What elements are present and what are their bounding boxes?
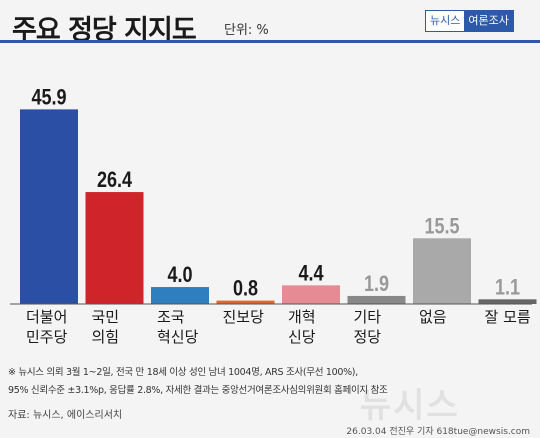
bar-2 [151,287,209,304]
header-divider [0,40,540,43]
category-label-0-1: 민주당 [26,328,68,346]
bar-0 [20,109,78,304]
category-label-2-1: 혁신당 [157,328,199,346]
brand-category: 여론조사 [464,11,513,31]
value-label-3: 0.8 [233,277,258,301]
category-label-5-0: 기타 [354,308,382,326]
brand-name: 뉴시스 [426,11,465,31]
bar-1 [85,192,144,304]
category-label-5-1: 정당 [354,328,382,346]
credit-text: 26.03.04 전진우 기자 618tue@newsis.com [346,427,530,437]
category-label-7-0: 잘 모름 [485,308,531,326]
source-text: 자료: 뉴시스, 에이스리서치 [8,410,123,421]
value-label-4: 4.4 [298,262,324,286]
footnote-line-2: 95% 신뢰수준 ±3.1%p, 응답률 2.8%, 자세한 결과는 중앙선거여… [8,385,388,396]
value-label-2: 4.0 [167,263,192,287]
category-label-4-0: 개혁 [288,308,316,326]
category-label-1-1: 의힘 [92,328,120,346]
value-label-7: 1.1 [495,276,520,300]
bar-3 [216,300,275,304]
bar-4 [282,285,340,304]
bar-5 [347,295,406,304]
value-label-6: 15.5 [424,215,459,239]
category-label-0-0: 더불어 [26,308,67,326]
bar-6 [413,238,471,304]
watermark-logo: 뉴시스 [360,386,460,426]
unit-label: 단위: % [224,23,269,38]
bar-7 [478,299,537,304]
category-label-3-0: 진보당 [223,308,265,326]
category-label-2-0: 조국 [157,308,185,326]
value-label-0: 45.9 [31,86,66,110]
footnote-line-1: ※ 뉴시스 의뢰 3월 1~2일, 전국 만 18세 이상 성인 남녀 1004… [8,367,358,378]
category-label-4-1: 신당 [288,328,316,346]
value-label-5: 1.9 [364,272,389,296]
brand-badge: 뉴시스 여론조사 [425,10,514,32]
category-label-1-0: 국민 [92,308,120,326]
category-label-6-0: 없음 [419,308,447,326]
value-label-1: 26.4 [97,168,133,192]
